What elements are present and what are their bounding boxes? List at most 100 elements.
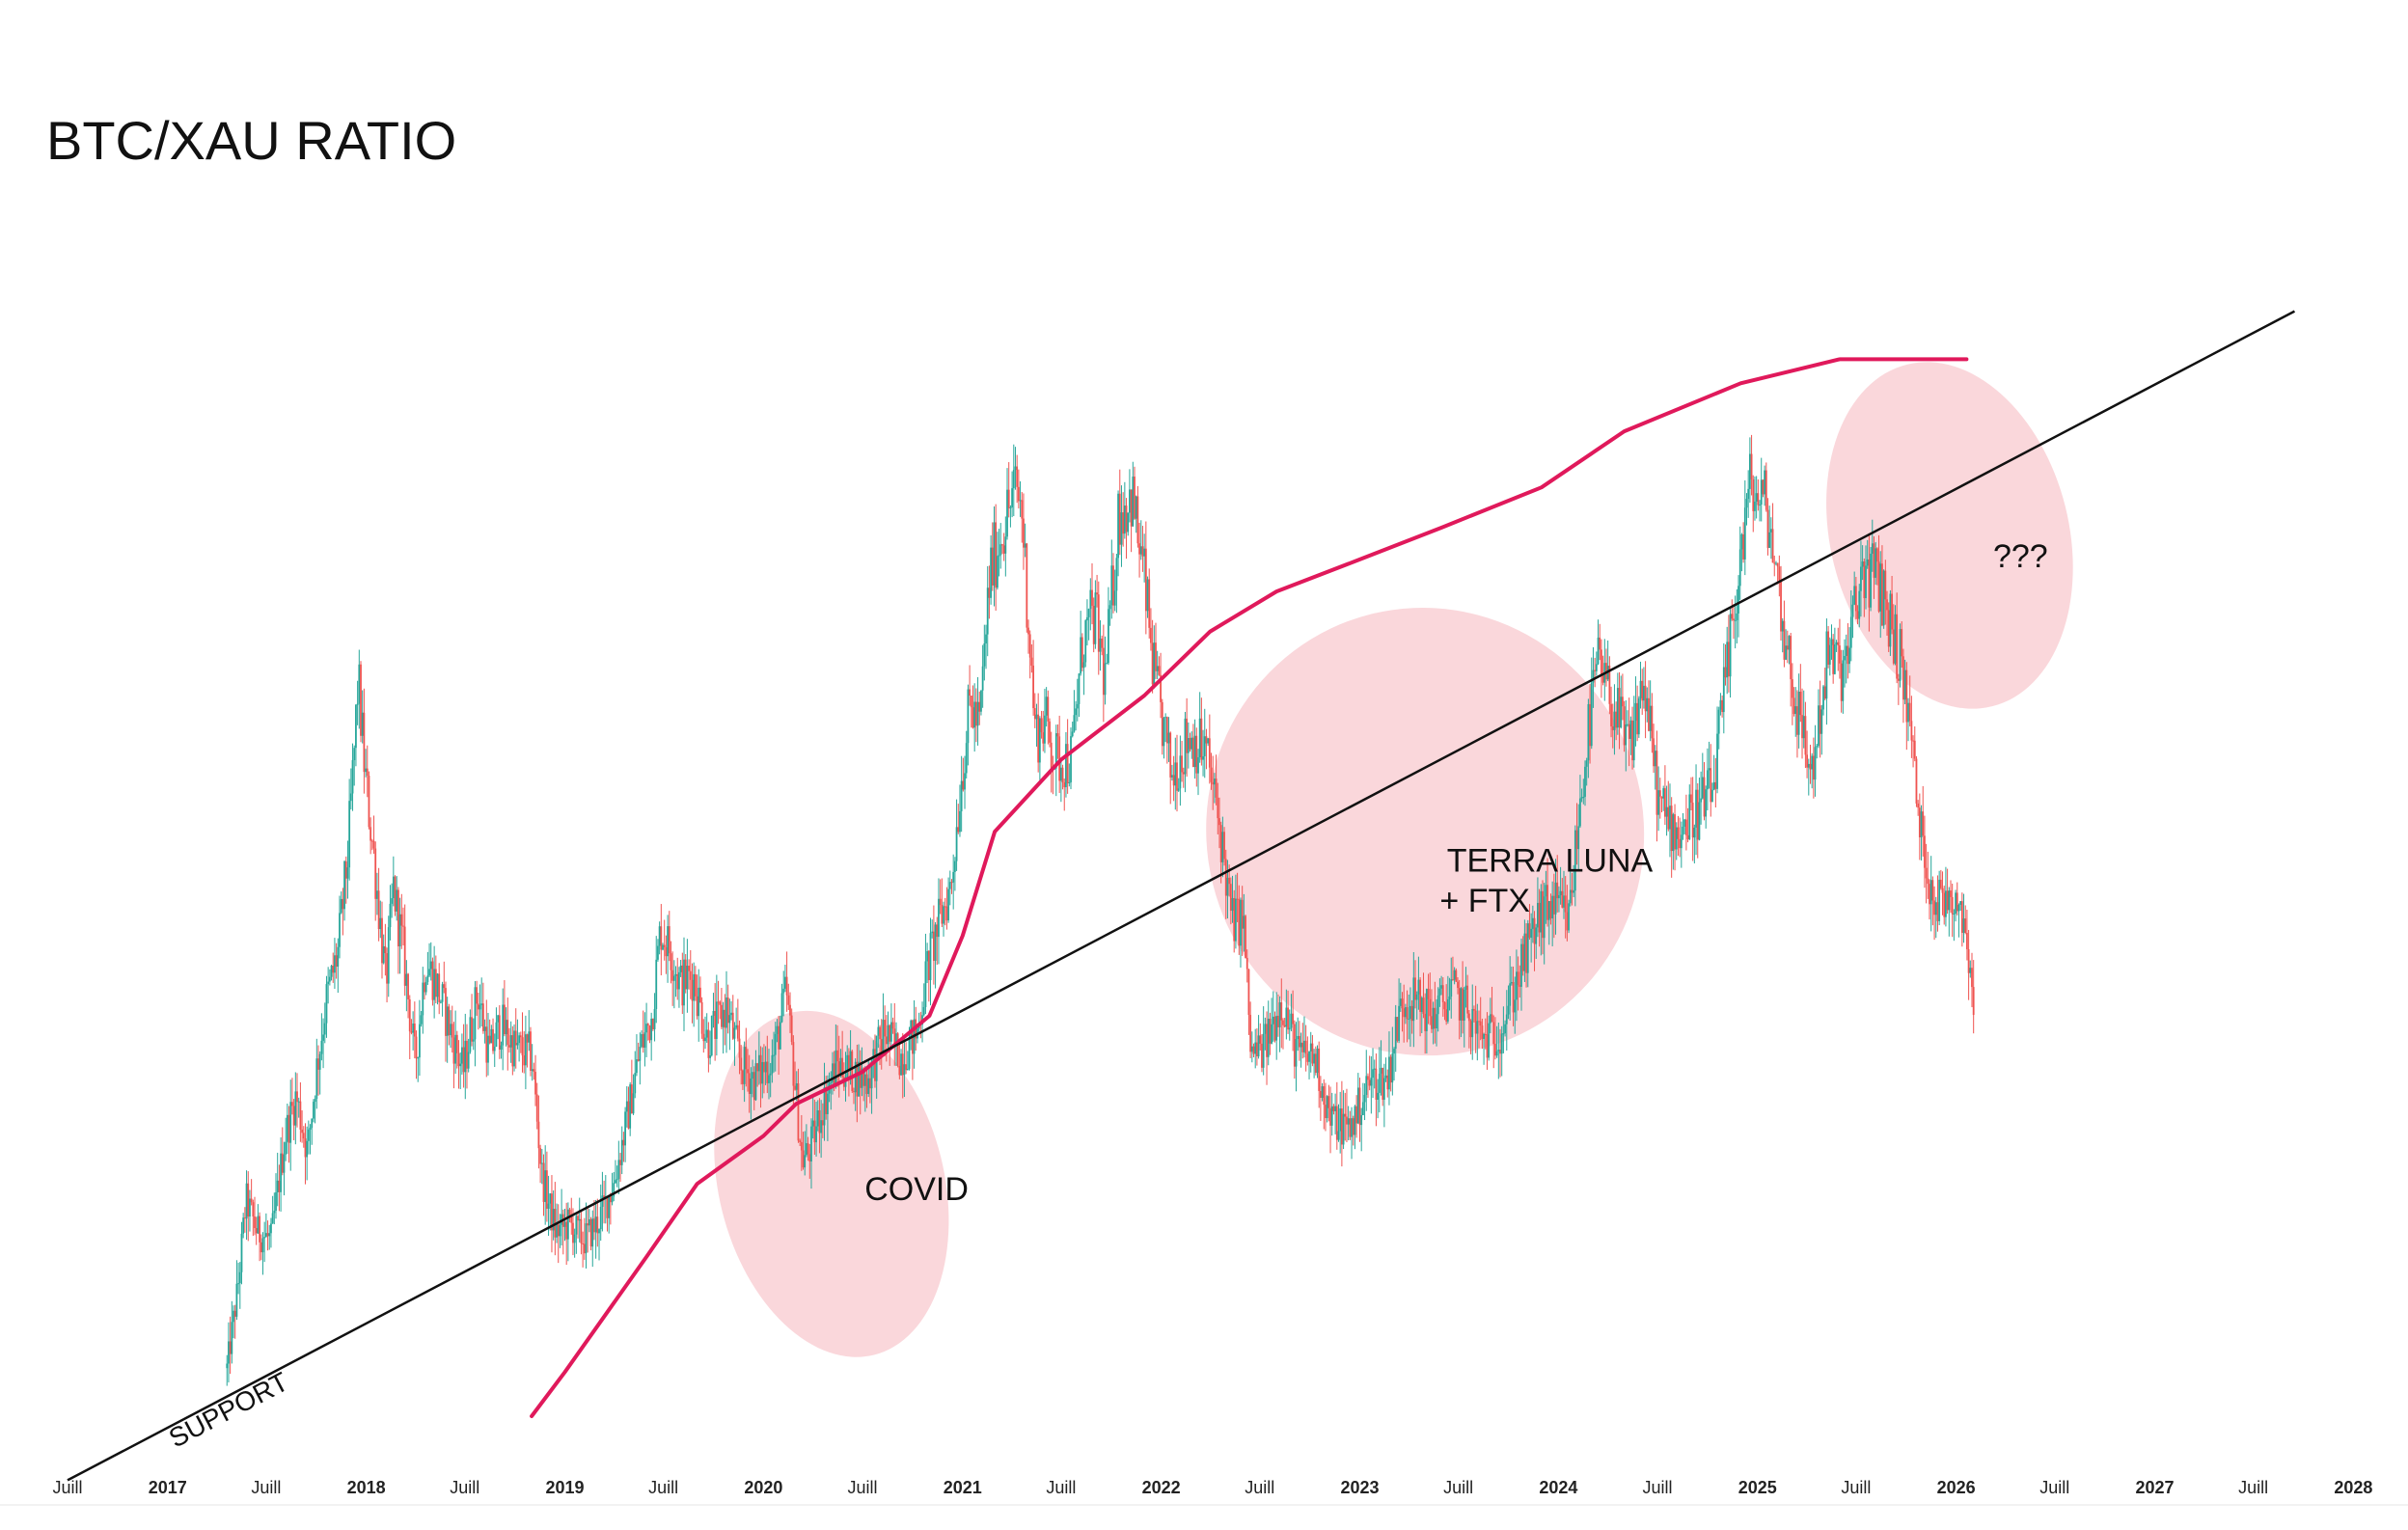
candle-body (323, 1023, 326, 1035)
candle-body (1280, 1002, 1283, 1021)
candle-body (1724, 667, 1727, 678)
candle-body (1884, 570, 1887, 600)
candle-body (1391, 1053, 1394, 1083)
candle-body (1245, 957, 1248, 970)
candle-body (1091, 589, 1093, 606)
candle-body (1403, 1008, 1406, 1018)
candle-body (346, 867, 349, 879)
candle-body (865, 1074, 868, 1095)
candle-body (1639, 680, 1642, 698)
candle-body (1837, 642, 1840, 646)
candle-body (273, 1211, 276, 1214)
candle-body (556, 1223, 558, 1238)
candle-body (1945, 890, 1947, 917)
candle-body (1309, 1043, 1312, 1052)
candle-body (1886, 599, 1888, 611)
x-tick-label: Juill (1245, 1478, 1274, 1497)
candle-body (1235, 898, 1237, 942)
candle-body (1933, 900, 1935, 915)
candle-body (1218, 818, 1220, 826)
candle-body (260, 1242, 262, 1253)
candle-body (670, 953, 672, 970)
candle-body (1491, 1014, 1493, 1023)
candle-body (531, 1069, 534, 1071)
candle-body (646, 1024, 649, 1026)
candle-body (292, 1106, 295, 1126)
candle-body (879, 1026, 881, 1040)
candle-body (1372, 1069, 1374, 1079)
candle-body (568, 1209, 571, 1216)
candle-body (1179, 755, 1182, 789)
candle-body (721, 1004, 723, 1027)
candle-body (725, 997, 727, 1028)
candle-body (1184, 718, 1187, 775)
candle-body (1568, 903, 1570, 931)
candle-body (328, 976, 331, 982)
candle-body (549, 1193, 552, 1204)
candle-body (307, 1129, 310, 1141)
candle-body (1473, 1008, 1475, 1011)
candle-body (993, 522, 996, 586)
candle-body (1966, 933, 1968, 950)
candle-body (1783, 620, 1786, 660)
candle-body (1332, 1106, 1335, 1111)
candle-body (900, 1053, 902, 1076)
candle-body (1520, 943, 1522, 987)
candle-body (1071, 731, 1074, 737)
candle-body (492, 1028, 494, 1052)
candle-body (800, 1141, 803, 1151)
candle-body (301, 1129, 303, 1134)
candle-body (1102, 647, 1105, 696)
candle-body (833, 1063, 835, 1087)
candle-body (1261, 1043, 1263, 1068)
candle-body (689, 970, 692, 980)
candle-body (1863, 560, 1866, 599)
candle-body (764, 1061, 767, 1073)
candle-body (901, 1053, 904, 1076)
candle-body (712, 1010, 715, 1017)
candle-body (1224, 859, 1227, 896)
candle-body (1214, 779, 1216, 785)
candle-body (1620, 697, 1623, 728)
candle-body (1429, 998, 1432, 1017)
candle-body (1488, 1023, 1491, 1058)
candle-body (1615, 711, 1618, 728)
candle-body (841, 1057, 844, 1078)
x-tick-label: 2021 (944, 1478, 982, 1497)
candle-body (1106, 663, 1108, 665)
candle-body (877, 1026, 880, 1036)
candle-body (960, 780, 963, 811)
candle-body (1644, 685, 1647, 712)
candle-body (1070, 736, 1072, 782)
candle-body (1627, 724, 1628, 725)
candle-body (483, 1026, 486, 1031)
candle-body (1722, 667, 1725, 713)
candle-body (1788, 636, 1791, 650)
candle-body (1680, 834, 1683, 849)
candle-body (986, 587, 989, 635)
candle-body (1889, 593, 1892, 647)
candle-body (537, 1121, 540, 1149)
candle-body (1809, 763, 1812, 770)
candle-body (851, 1051, 854, 1092)
candle-body (530, 1031, 532, 1071)
candle-body (1255, 1042, 1258, 1057)
candle-body (1254, 1042, 1257, 1054)
candle-body (970, 696, 972, 708)
candle-body (1092, 605, 1095, 644)
candle-body (1210, 767, 1213, 782)
candle-body (627, 1101, 630, 1129)
candle-body (1250, 1046, 1253, 1052)
candle-body (1167, 732, 1170, 744)
candle-body (1780, 580, 1782, 632)
candle-body (856, 1061, 859, 1097)
candle-body (1347, 1118, 1350, 1125)
candle-body (1951, 896, 1954, 915)
candle-body (1516, 971, 1518, 1000)
candle-body (1721, 699, 1724, 713)
candle-body (1641, 680, 1644, 701)
candle-body (870, 1060, 873, 1089)
candle-body (792, 1042, 795, 1086)
candle-body (1420, 997, 1423, 1012)
candle-body (1163, 718, 1165, 747)
